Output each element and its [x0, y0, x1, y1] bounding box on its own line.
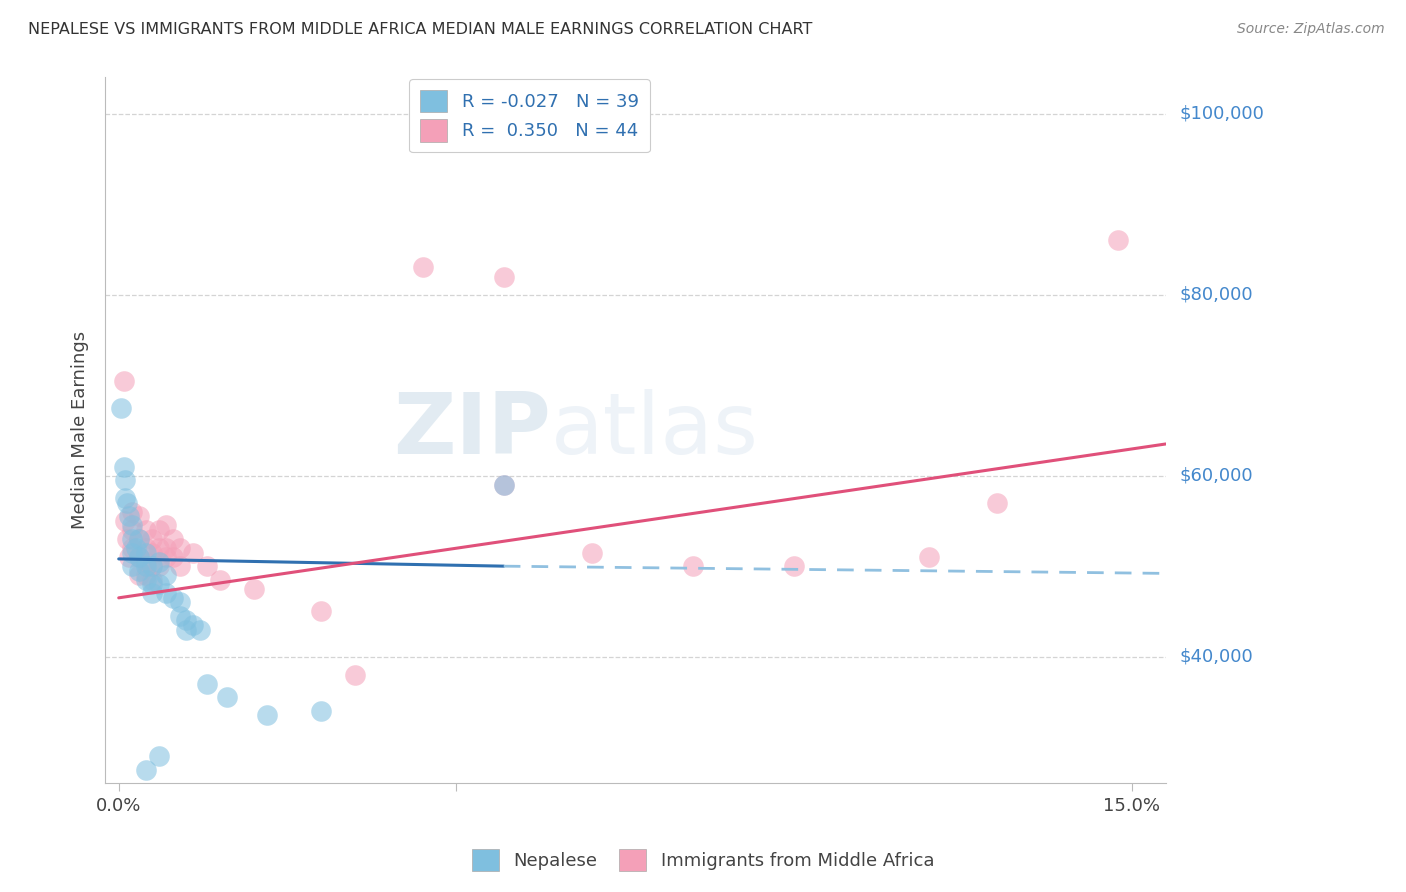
Point [169, 609, 191, 624]
Point [311, 704, 333, 718]
Point [128, 550, 150, 565]
Point [141, 573, 163, 587]
Text: $60,000: $60,000 [1180, 467, 1253, 484]
Point [682, 559, 704, 574]
Text: $100,000: $100,000 [1180, 104, 1264, 122]
Point [412, 260, 434, 275]
Point [256, 708, 278, 723]
Point [148, 523, 170, 537]
Point [115, 532, 138, 546]
Point [169, 559, 191, 574]
Text: Source: ZipAtlas.com: Source: ZipAtlas.com [1237, 22, 1385, 37]
Point [155, 586, 177, 600]
Point [135, 545, 157, 559]
Text: atlas: atlas [551, 389, 759, 472]
Point [243, 582, 266, 596]
Point [162, 591, 184, 605]
Point [128, 532, 150, 546]
Point [141, 532, 163, 546]
Point [114, 514, 136, 528]
Point [195, 559, 218, 574]
Point [148, 749, 170, 764]
Point [141, 586, 163, 600]
Point [148, 541, 170, 555]
Point [135, 573, 157, 587]
Point [311, 604, 333, 618]
Point [148, 555, 170, 569]
Point [124, 541, 146, 555]
Point [141, 559, 163, 574]
Point [986, 496, 1008, 510]
Point [155, 550, 177, 565]
Point [155, 568, 177, 582]
Text: $40,000: $40,000 [1180, 648, 1253, 665]
Point [141, 545, 163, 559]
Point [118, 550, 141, 565]
Point [148, 577, 170, 591]
Point [215, 690, 238, 705]
Point [128, 568, 150, 582]
Point [195, 677, 218, 691]
Point [174, 623, 197, 637]
Point [174, 614, 197, 628]
Point [121, 505, 143, 519]
Text: ZIP: ZIP [392, 389, 551, 472]
Point [169, 541, 191, 555]
Point [188, 623, 211, 637]
Legend: R = -0.027   N = 39, R =  0.350   N = 44: R = -0.027 N = 39, R = 0.350 N = 44 [409, 79, 650, 153]
Point [492, 269, 515, 284]
Point [128, 564, 150, 578]
Point [118, 509, 141, 524]
Point [181, 545, 204, 559]
Point [115, 496, 138, 510]
Point [110, 401, 132, 415]
Point [162, 550, 184, 565]
Point [135, 555, 157, 569]
Point [135, 523, 157, 537]
Point [121, 532, 143, 546]
Point [114, 491, 136, 506]
Point [112, 374, 135, 388]
Point [121, 559, 143, 574]
Point [148, 559, 170, 574]
Point [114, 473, 136, 487]
Point [181, 618, 204, 632]
Point [209, 573, 232, 587]
Point [1107, 233, 1129, 247]
Y-axis label: Median Male Earnings: Median Male Earnings [72, 331, 89, 530]
Point [135, 568, 157, 582]
Point [121, 523, 143, 537]
Point [135, 763, 157, 777]
Point [492, 477, 515, 491]
Point [344, 667, 367, 681]
Text: NEPALESE VS IMMIGRANTS FROM MIDDLE AFRICA MEDIAN MALE EARNINGS CORRELATION CHART: NEPALESE VS IMMIGRANTS FROM MIDDLE AFRIC… [28, 22, 813, 37]
Point [135, 541, 157, 555]
Point [783, 559, 806, 574]
Point [128, 550, 150, 565]
Point [121, 518, 143, 533]
Point [141, 577, 163, 591]
Point [135, 559, 157, 574]
Point [121, 545, 143, 559]
Point [128, 532, 150, 546]
Point [128, 509, 150, 524]
Point [112, 459, 135, 474]
Legend: Nepalese, Immigrants from Middle Africa: Nepalese, Immigrants from Middle Africa [464, 842, 942, 879]
Text: $80,000: $80,000 [1180, 285, 1253, 303]
Point [155, 541, 177, 555]
Point [918, 550, 941, 565]
Point [162, 532, 184, 546]
Point [581, 545, 603, 559]
Point [155, 518, 177, 533]
Point [141, 559, 163, 574]
Point [169, 595, 191, 609]
Point [492, 477, 515, 491]
Point [121, 541, 143, 555]
